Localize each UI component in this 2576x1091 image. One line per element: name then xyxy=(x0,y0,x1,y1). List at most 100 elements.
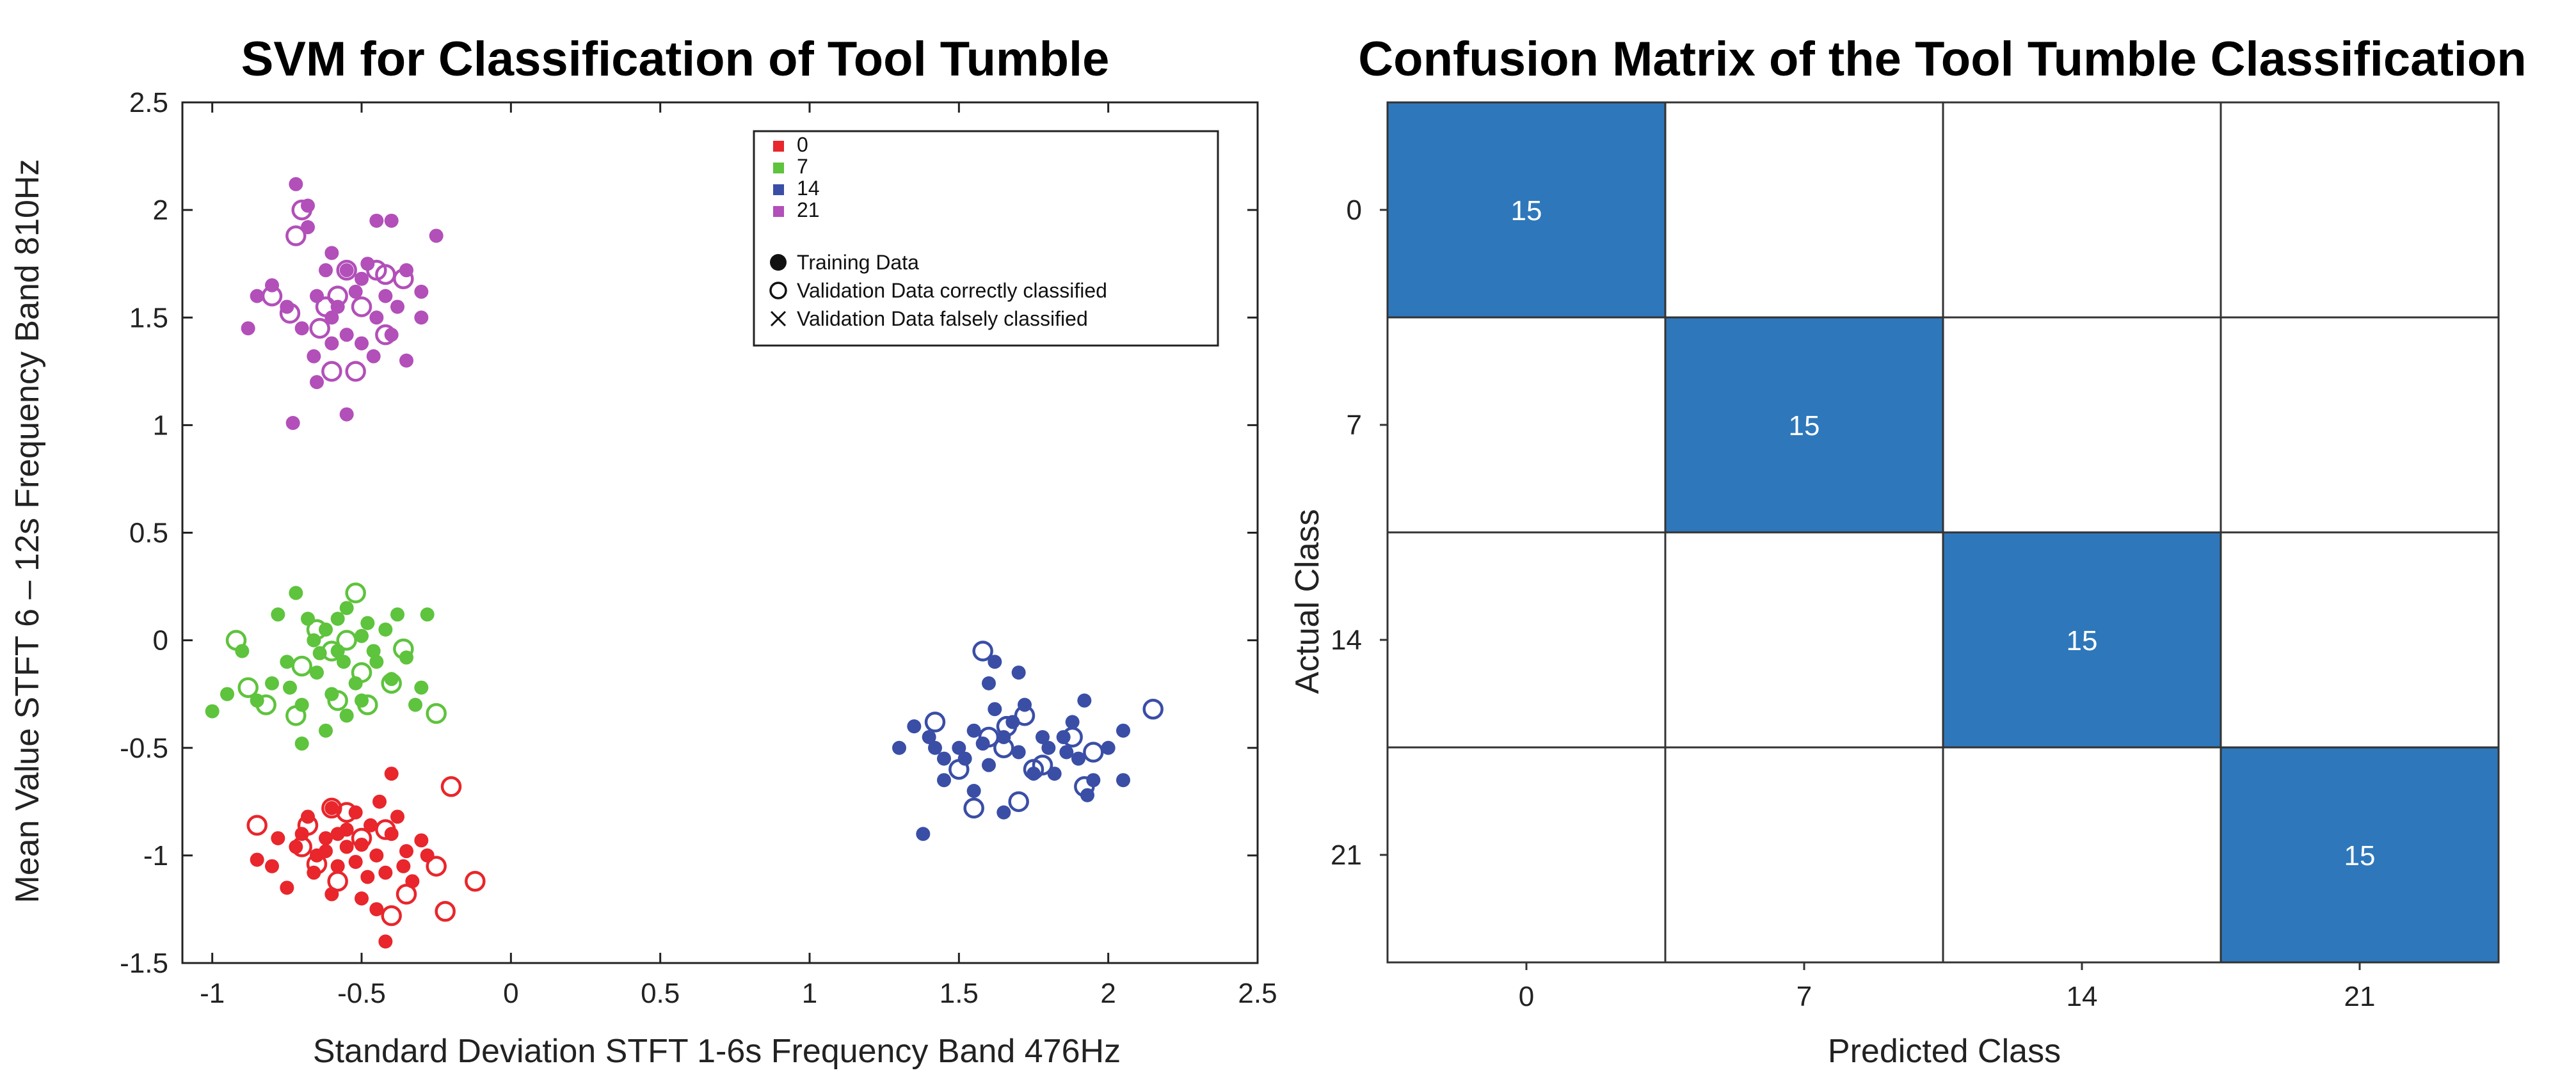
training-point-class-14 xyxy=(892,740,906,755)
validation-point-class-14 xyxy=(1008,791,1029,813)
cm-x-tick-label: 0 xyxy=(1519,981,1534,1012)
training-point-class-7 xyxy=(289,585,303,600)
training-point-class-21 xyxy=(348,284,363,299)
training-point-class-14 xyxy=(996,805,1011,820)
validation-point-class-7 xyxy=(336,630,357,651)
training-point-class-0 xyxy=(420,848,435,863)
legend-swatch-14 xyxy=(773,184,784,195)
cm-x-label: Predicted Class xyxy=(1828,1033,2061,1070)
validation-point-class-14 xyxy=(1074,776,1095,797)
validation-point-class-0 xyxy=(465,870,486,892)
training-point-class-21 xyxy=(384,213,399,228)
validation-point-class-7 xyxy=(285,705,307,726)
validation-point-class-21 xyxy=(327,285,348,307)
training-point-class-14 xyxy=(1071,751,1085,766)
x-tick-label: 2 xyxy=(1100,978,1116,1009)
confusion-matrix-panel: Confusion Matrix of the Tool Tumble Clas… xyxy=(1289,32,2527,1070)
training-point-class-14 xyxy=(1011,665,1026,680)
validation-point-class-7 xyxy=(426,703,447,724)
validation-point-class-7 xyxy=(255,694,276,715)
validation-point-class-14 xyxy=(996,715,1018,737)
validation-point-class-7 xyxy=(237,677,259,698)
validation-point-class-21 xyxy=(309,317,330,339)
legend-open-circle-icon xyxy=(769,282,787,299)
training-point-class-7 xyxy=(265,676,279,690)
training-point-class-7 xyxy=(378,622,393,637)
training-point-class-7 xyxy=(414,680,429,695)
cm-cell xyxy=(1386,101,1667,319)
validation-point-class-0 xyxy=(381,905,402,927)
legend-cross-icon xyxy=(770,310,787,327)
x-tick-label: -1 xyxy=(200,978,225,1009)
training-point-class-21 xyxy=(390,299,404,314)
training-point-class-21 xyxy=(319,263,333,278)
training-point-class-7 xyxy=(283,680,297,695)
training-point-class-0 xyxy=(390,809,404,824)
training-point-class-0 xyxy=(319,844,333,859)
training-point-class-7 xyxy=(420,607,435,622)
training-point-class-14 xyxy=(1041,740,1056,755)
training-point-class-21 xyxy=(378,289,393,303)
training-point-class-7 xyxy=(337,655,351,669)
training-point-class-21 xyxy=(339,263,354,278)
training-point-class-14 xyxy=(928,740,942,755)
training-point-class-7 xyxy=(355,628,369,643)
cm-y-tick-label: 21 xyxy=(1331,840,1362,871)
validation-point-class-0 xyxy=(396,884,417,905)
cm-title: Confusion Matrix of the Tool Tumble Clas… xyxy=(1358,32,2526,86)
validation-point-class-21 xyxy=(321,361,342,382)
training-point-class-21 xyxy=(307,349,321,363)
validation-point-class-7 xyxy=(291,655,312,677)
training-point-class-7 xyxy=(301,612,315,626)
training-point-class-21 xyxy=(355,336,369,351)
training-point-class-0 xyxy=(280,880,294,895)
validation-point-class-7 xyxy=(381,673,402,694)
validation-point-class-7 xyxy=(393,638,414,660)
training-point-class-0 xyxy=(414,833,429,848)
validation-point-class-21 xyxy=(351,296,372,317)
cm-cell xyxy=(1942,101,2222,319)
validation-point-class-21 xyxy=(315,296,337,317)
cm-cell xyxy=(2220,531,2500,749)
training-point-class-0 xyxy=(360,870,375,884)
cm-cell xyxy=(2220,101,2500,319)
training-point-class-7 xyxy=(360,616,375,630)
training-point-class-14 xyxy=(1086,773,1101,788)
training-point-class-21 xyxy=(369,310,384,325)
training-point-class-0 xyxy=(384,767,399,781)
training-point-class-0 xyxy=(355,838,369,852)
legend-marker-items: Training Data Validation Data correctly c… xyxy=(769,251,1107,330)
validation-point-class-14 xyxy=(963,797,984,819)
training-point-class-14 xyxy=(982,758,996,772)
validation-point-class-0 xyxy=(336,802,357,823)
validation-point-class-14 xyxy=(993,737,1014,758)
training-point-class-0 xyxy=(355,891,369,906)
validation-point-class-0 xyxy=(435,901,456,922)
training-point-class-14 xyxy=(1116,723,1130,738)
legend-class-label: 7 xyxy=(797,155,808,178)
legend-marker-label: Validation Data falsely classified xyxy=(797,307,1088,330)
training-point-class-0 xyxy=(399,844,413,859)
cm-cell-value: 15 xyxy=(1511,195,1542,227)
scatter-points xyxy=(205,177,1164,949)
scatter-y-label: Mean Value STFT 6 – 12s Frequency Band 8… xyxy=(9,159,46,904)
x-tick-label: 1 xyxy=(802,978,817,1009)
legend-swatch-0 xyxy=(773,141,784,152)
training-point-class-21 xyxy=(339,407,354,422)
validation-point-class-0 xyxy=(246,815,268,836)
cm-cell xyxy=(1942,746,2222,964)
training-point-class-7 xyxy=(294,737,309,751)
training-point-class-21 xyxy=(241,321,255,336)
validation-point-class-7 xyxy=(345,582,366,603)
validation-point-class-7 xyxy=(327,690,348,712)
training-point-class-21 xyxy=(250,289,264,303)
validation-point-class-0 xyxy=(426,856,447,877)
cm-y-tick-label: 7 xyxy=(1347,410,1362,441)
y-tick-label: 1.5 xyxy=(129,302,168,333)
training-point-class-21 xyxy=(289,177,303,191)
training-point-class-14 xyxy=(966,784,981,798)
cm-x-tick-label: 14 xyxy=(2067,981,2098,1012)
